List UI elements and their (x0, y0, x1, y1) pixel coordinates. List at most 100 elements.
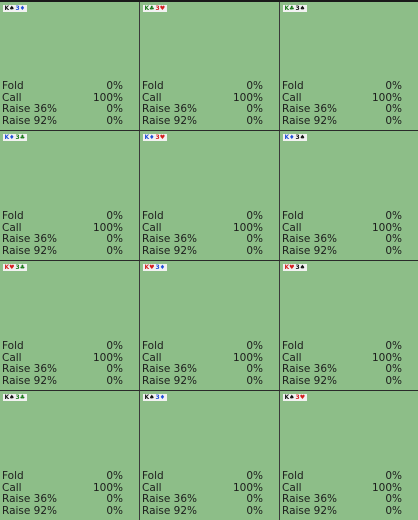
card-rank: 3 (155, 134, 160, 141)
action-frequency: 0% (106, 505, 123, 518)
card-rank: K (144, 264, 150, 271)
card-rank: 3 (295, 134, 300, 141)
action-frequency: 0% (106, 493, 123, 506)
card-1: K♦ (4, 134, 15, 141)
action-frequency: 0% (246, 493, 263, 506)
action-row: Raise 36% 0% (142, 494, 263, 506)
action-row: Raise 36% 0% (282, 234, 402, 246)
card-1: K♦ (284, 134, 295, 141)
action-frequency: 0% (385, 79, 402, 92)
club-suit-icon: ♣ (19, 264, 26, 271)
action-label: Call (142, 221, 162, 234)
action-label: Call (2, 351, 22, 364)
action-label: Fold (282, 469, 304, 482)
card-rank: 3 (15, 394, 20, 401)
action-frequency: 0% (106, 339, 123, 352)
action-label: Raise 92% (282, 375, 338, 388)
action-row: Fold 0% (282, 340, 402, 353)
combo-cell-5[interactable]: K♦ 3♥ Fold 0% Call 100% Raise 36% 0% Raise 92%… (140, 131, 280, 260)
action-list: Fold 0% Call 100% Raise 36% 0% Raise 92% 0% (142, 339, 263, 388)
action-label: Fold (2, 79, 24, 92)
action-frequency: 0% (246, 115, 263, 128)
combo-cell-1[interactable]: K♠ 3♦ Fold 0% Call 100% Raise 36% 0% Raise 92%… (0, 2, 140, 130)
action-label: Raise 36% (142, 233, 198, 246)
card-rank: K (144, 134, 150, 141)
action-list: Fold 0% Call 100% Raise 36% 0% Raise 92% 0% (142, 210, 263, 258)
combo-cell-4[interactable]: K♦ 3♣ Fold 0% Call 100% Raise 36% 0% Raise 92%… (0, 131, 140, 260)
action-label: Fold (2, 469, 24, 482)
action-list: Fold 0% Call 100% Raise 36% 0% Raise 92% 0% (282, 340, 402, 388)
action-frequency: 100% (92, 221, 123, 234)
action-row: Raise 92% 0% (282, 245, 402, 258)
card-1: K♥ (284, 264, 295, 271)
card-rank: 3 (295, 394, 300, 401)
card-2: 3♦ (15, 5, 26, 12)
action-label: Raise 36% (2, 103, 58, 116)
card-rank: 3 (15, 134, 20, 141)
action-row: Call 100% (282, 482, 402, 495)
combo-cell-2[interactable]: K♣ 3♥ Fold 0% Call 100% Raise 36% 0% Raise 92%… (140, 2, 280, 130)
card-1: K♠ (4, 5, 15, 12)
hand-label: K♠ 3♦ (3, 5, 27, 12)
action-label: Fold (282, 79, 304, 92)
hand-label: K♦ 3♥ (143, 134, 167, 141)
action-label: Raise 92% (282, 245, 338, 258)
action-label: Fold (142, 79, 164, 92)
action-row: Fold 0% (282, 79, 402, 93)
action-label: Raise 92% (142, 245, 198, 258)
spade-suit-icon: ♠ (9, 5, 15, 12)
action-frequency: 0% (106, 375, 123, 388)
card-2: 3♥ (295, 394, 306, 401)
action-label: Fold (142, 469, 164, 482)
diamond-suit-icon: ♦ (159, 394, 166, 401)
diamond-suit-icon: ♦ (149, 134, 155, 141)
action-row: Raise 92% 0% (282, 505, 402, 518)
action-frequency: 0% (385, 233, 402, 246)
action-frequency: 0% (246, 245, 263, 258)
diamond-suit-icon: ♦ (289, 134, 295, 141)
action-label: Raise 36% (142, 493, 198, 506)
action-label: Raise 36% (142, 363, 198, 376)
action-list: Fold 0% Call 100% Raise 36% 0% Raise 92% 0% (142, 469, 263, 518)
action-label: Call (2, 91, 22, 104)
card-rank: K (284, 394, 290, 401)
action-list: Fold 0% Call 100% Raise 36% 0% Raise 92% 0% (2, 469, 123, 518)
action-row: Raise 92% 0% (2, 375, 123, 388)
combo-cell-6[interactable]: K♦ 3♠ Fold 0% Call 100% Raise 36% 0% Raise 92%… (280, 131, 418, 260)
action-label: Call (142, 351, 162, 364)
combo-cell-11[interactable]: K♠ 3♦ Fold 0% Call 100% Raise 36% 0% Raise 92%… (140, 391, 280, 520)
combo-cell-9[interactable]: K♥ 3♠ Fold 0% Call 100% Raise 36% 0% Raise 92%… (280, 261, 418, 390)
card-1: K♠ (4, 394, 15, 401)
spade-suit-icon: ♠ (149, 394, 155, 401)
action-row: Fold 0% (142, 79, 263, 93)
action-row: Call 100% (2, 481, 123, 495)
action-label: Raise 92% (282, 115, 338, 128)
action-frequency: 0% (385, 375, 402, 388)
action-frequency: 0% (246, 363, 263, 376)
action-list: Fold 0% Call 100% Raise 36% 0% Raise 92% 0% (2, 79, 123, 128)
action-frequency: 100% (371, 351, 402, 364)
card-rank: K (4, 264, 10, 271)
action-frequency: 0% (106, 469, 123, 482)
action-label: Call (2, 481, 22, 494)
action-row: Raise 36% 0% (282, 494, 402, 506)
action-row: Call 100% (142, 221, 263, 235)
action-frequency: 0% (246, 505, 263, 518)
action-label: Raise 36% (282, 363, 338, 376)
combo-cell-12[interactable]: K♠ 3♥ Fold 0% Call 100% Raise 36% 0% Raise 92%… (280, 391, 418, 520)
combo-cell-7[interactable]: K♥ 3♣ Fold 0% Call 100% Raise 36% 0% Raise 92%… (0, 261, 140, 390)
action-label: Raise 36% (2, 233, 58, 246)
diamond-suit-icon: ♦ (19, 5, 26, 12)
combo-cell-10[interactable]: K♠ 3♣ Fold 0% Call 100% Raise 36% 0% Raise 92%… (0, 391, 140, 520)
combo-cell-3[interactable]: K♣ 3♠ Fold 0% Call 100% Raise 36% 0% Raise 92%… (280, 2, 418, 130)
action-frequency: 0% (106, 79, 123, 92)
card-1: K♥ (144, 264, 155, 271)
action-frequency: 0% (246, 339, 263, 352)
card-rank: 3 (155, 5, 160, 12)
heart-suit-icon: ♥ (149, 264, 155, 271)
combo-cell-8[interactable]: K♥ 3♦ Fold 0% Call 100% Raise 36% 0% Raise 92%… (140, 261, 280, 390)
action-label: Raise 36% (2, 363, 58, 376)
card-1: K♣ (144, 5, 155, 12)
card-1: K♥ (4, 264, 15, 271)
